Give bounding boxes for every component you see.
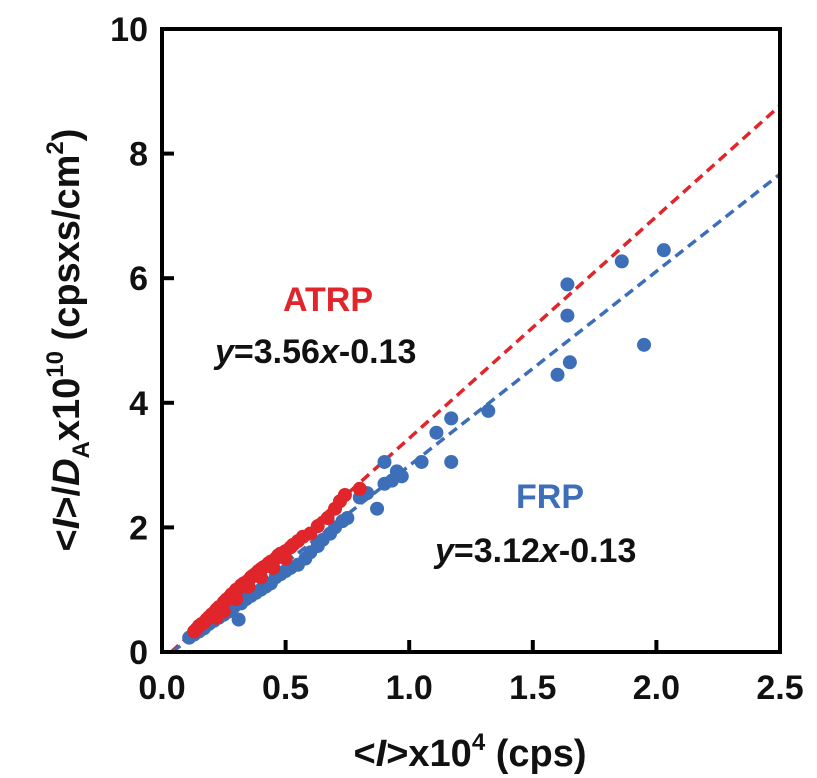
atrp-point xyxy=(310,519,325,534)
atrp-point xyxy=(253,570,268,585)
y-tick-label: 6 xyxy=(129,260,148,298)
atrp-series-label: ATRP xyxy=(283,281,373,319)
frp-point xyxy=(377,454,392,469)
x-tick-label: 2.5 xyxy=(756,669,803,707)
atrp-point xyxy=(320,511,335,526)
frp-equation: y=3.12x-0.13 xyxy=(433,532,636,570)
frp-point xyxy=(481,403,496,418)
frp-point xyxy=(394,469,409,484)
frp-point xyxy=(550,367,565,382)
axis-ticks: 0.0 0.5 1.0 1.5 2.0 2.5 0 2 4 6 8 10 xyxy=(110,11,803,707)
frp-series-label: FRP xyxy=(516,478,584,516)
atrp-point xyxy=(278,551,293,566)
y-tick-label: 0 xyxy=(129,634,148,672)
data-points xyxy=(182,243,671,645)
x-tick-label: 1.0 xyxy=(386,669,433,707)
y-axis-label: <I>/DAx1010 (cpsxs/cm2) xyxy=(42,129,95,552)
y-tick-label: 8 xyxy=(129,136,148,174)
atrp-point xyxy=(337,488,352,503)
y-tick-label: 2 xyxy=(129,509,148,547)
x-tick-label: 0.5 xyxy=(262,669,309,707)
frp-point xyxy=(562,355,577,370)
frp-point xyxy=(340,511,355,526)
frp-point xyxy=(560,308,575,323)
frp-point xyxy=(414,454,429,469)
frp-point xyxy=(637,337,652,352)
atrp-point xyxy=(229,592,244,607)
frp-point xyxy=(370,501,385,516)
frp-point xyxy=(444,411,459,426)
x-tick-label: 0.0 xyxy=(138,669,185,707)
plot-frame xyxy=(160,27,782,654)
frp-point xyxy=(429,425,444,440)
x-tick-label: 1.5 xyxy=(509,669,556,707)
frp-point xyxy=(560,277,575,292)
atrp-equation: y=3.56x-0.13 xyxy=(213,333,416,371)
y-tick-label: 4 xyxy=(129,385,148,423)
x-tick-label: 2.0 xyxy=(633,669,680,707)
x-axis-label: <I>x104 (cps) xyxy=(353,729,586,775)
atrp-point xyxy=(266,560,281,575)
y-tick-label: 10 xyxy=(110,11,148,49)
frp-point xyxy=(656,243,671,258)
atrp-point xyxy=(241,579,256,594)
frp-point xyxy=(444,454,459,469)
frp-point xyxy=(231,612,246,627)
atrp-point xyxy=(216,604,231,619)
atrp-point xyxy=(352,481,367,496)
frp-point xyxy=(614,254,629,269)
